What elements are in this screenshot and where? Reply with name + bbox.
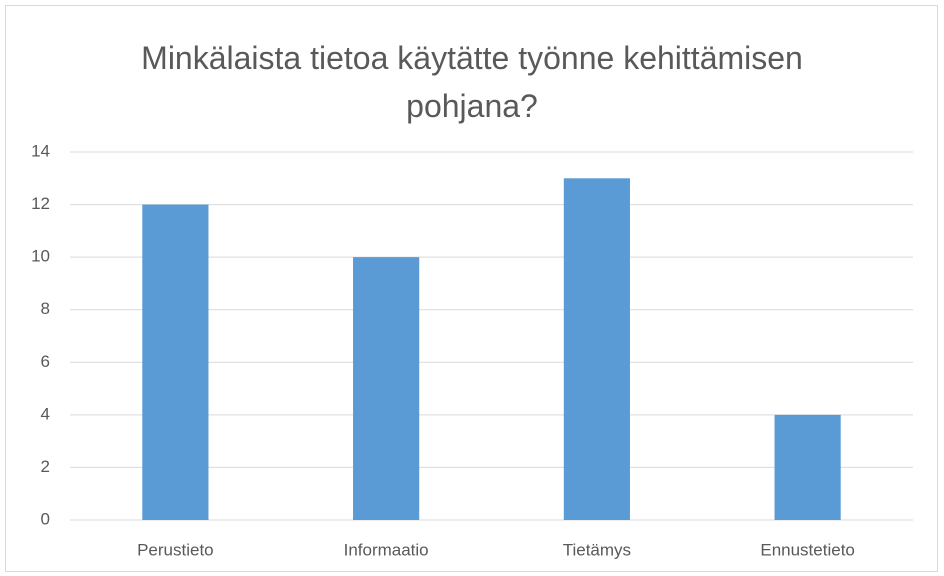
y-tick-label: 12: [31, 194, 50, 213]
x-tick-label: Informaatio: [344, 540, 429, 559]
bar: [353, 257, 420, 520]
bar: [142, 204, 209, 521]
y-tick-label: 2: [41, 457, 50, 476]
x-tick-label: Ennustetieto: [760, 540, 855, 559]
bar: [774, 414, 841, 520]
y-tick-label: 8: [41, 299, 50, 318]
x-tick-label: Tietämys: [563, 540, 631, 559]
y-tick-label: 4: [41, 404, 50, 423]
bar: [563, 178, 630, 521]
y-tick-label: 6: [41, 352, 50, 371]
y-tick-label: 10: [31, 247, 50, 266]
y-tick-label: 14: [31, 141, 50, 160]
y-tick-label: 0: [41, 509, 50, 528]
x-tick-label: Perustieto: [137, 540, 214, 559]
chart-title: Minkälaista tietoa käytätte työnne kehit…: [141, 40, 803, 124]
